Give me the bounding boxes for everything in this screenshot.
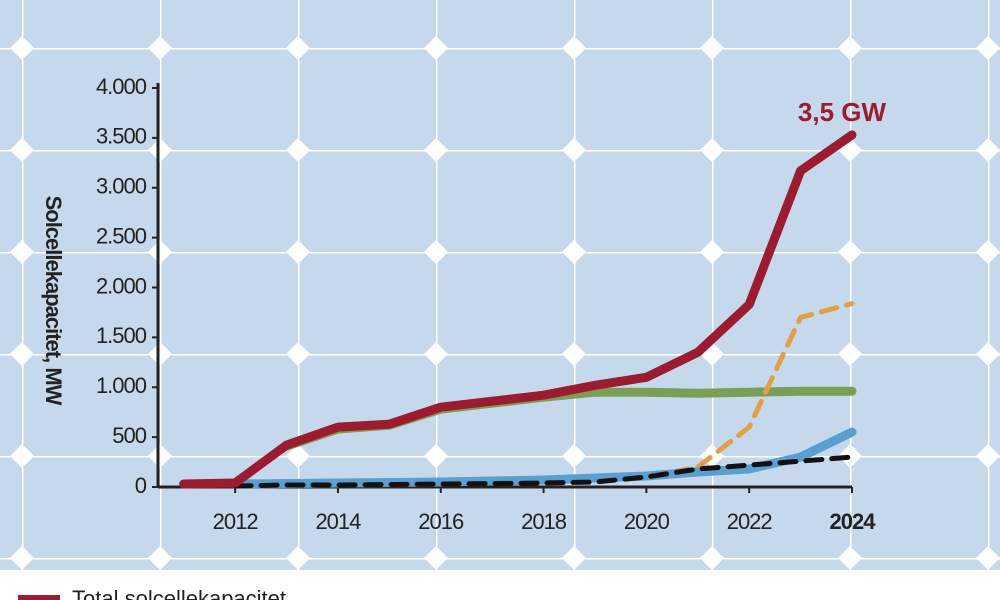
x-tick-label: 2024 bbox=[830, 509, 877, 534]
x-tick-label: 2022 bbox=[727, 509, 773, 534]
series-line bbox=[232, 454, 855, 489]
legend-area bbox=[0, 570, 1000, 600]
y-tick-label: 2.500 bbox=[96, 223, 147, 248]
y-axis-label: Solcellekapacitet, MW bbox=[41, 196, 66, 406]
y-tick-label: 0 bbox=[135, 473, 147, 498]
legend-label: Total solcellekapacitet bbox=[72, 586, 286, 600]
x-tick-label: 2014 bbox=[315, 509, 361, 534]
y-tick-label: 1.000 bbox=[96, 373, 147, 398]
series-line bbox=[230, 427, 857, 489]
y-tick-label: 3.500 bbox=[96, 124, 147, 149]
y-tick-label: 3.000 bbox=[96, 174, 147, 199]
y-tick-label: 500 bbox=[112, 423, 146, 448]
x-tick-label: 2018 bbox=[521, 509, 567, 534]
series-line bbox=[179, 130, 857, 489]
background bbox=[0, 0, 1000, 570]
x-tick-label: 2012 bbox=[213, 509, 259, 534]
y-tick-label: 4.000 bbox=[96, 74, 147, 99]
annotation: 3,5 GW bbox=[798, 97, 887, 127]
y-tick-label: 1.500 bbox=[96, 323, 147, 348]
y-tick-label: 2.000 bbox=[96, 273, 147, 298]
x-tick-label: 2016 bbox=[418, 509, 464, 534]
x-tick-label: 2020 bbox=[624, 509, 670, 534]
